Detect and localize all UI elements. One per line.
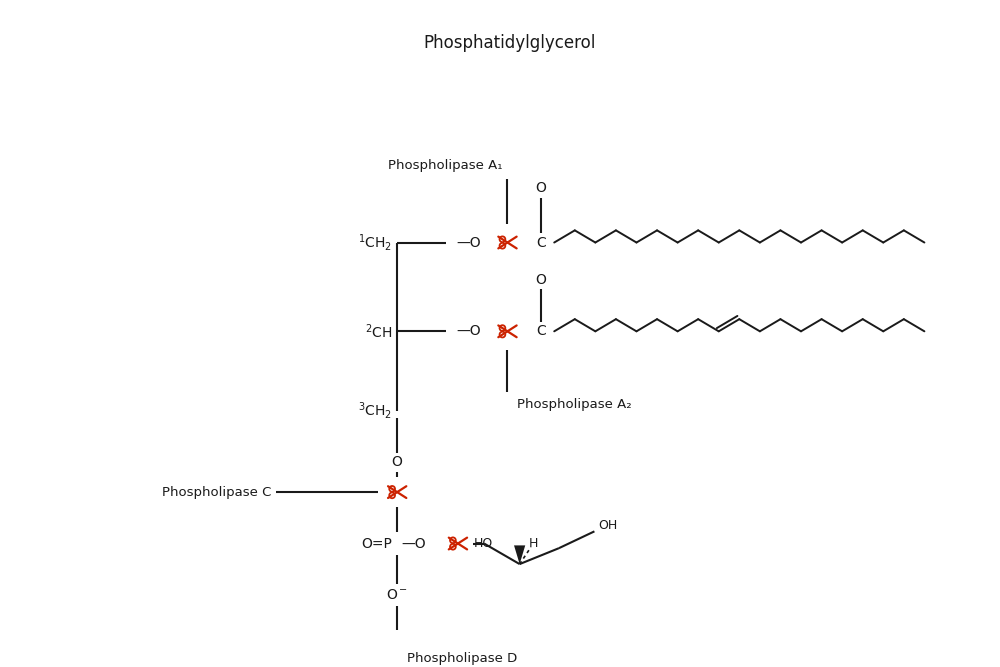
Text: O: O (536, 273, 547, 287)
Text: HO: HO (474, 537, 493, 550)
Text: C: C (536, 324, 546, 338)
Text: C: C (536, 235, 546, 249)
Text: O: O (392, 455, 403, 469)
Text: $\mathregular{^3CH_2}$: $\mathregular{^3CH_2}$ (358, 400, 392, 422)
Text: Phospholipase A₂: Phospholipase A₂ (517, 398, 631, 411)
Text: $\mathregular{^1CH_2}$: $\mathregular{^1CH_2}$ (358, 232, 392, 253)
Text: —O: —O (402, 536, 426, 550)
Text: Phospholipase C: Phospholipase C (162, 486, 271, 499)
Text: —O: —O (456, 235, 481, 249)
Text: $\mathregular{^2CH}$: $\mathregular{^2CH}$ (365, 322, 392, 341)
Polygon shape (514, 546, 525, 564)
Text: Phospholipase D: Phospholipase D (407, 652, 517, 665)
Text: —O: —O (456, 324, 481, 338)
Text: OH: OH (598, 519, 617, 532)
Text: H: H (529, 537, 538, 550)
Text: O=P: O=P (362, 536, 392, 550)
Text: Phospholipase A₁: Phospholipase A₁ (388, 159, 503, 172)
Text: O$^-$: O$^-$ (386, 588, 408, 602)
Text: Phosphatidylglycerol: Phosphatidylglycerol (423, 35, 596, 53)
Text: O: O (536, 181, 547, 195)
